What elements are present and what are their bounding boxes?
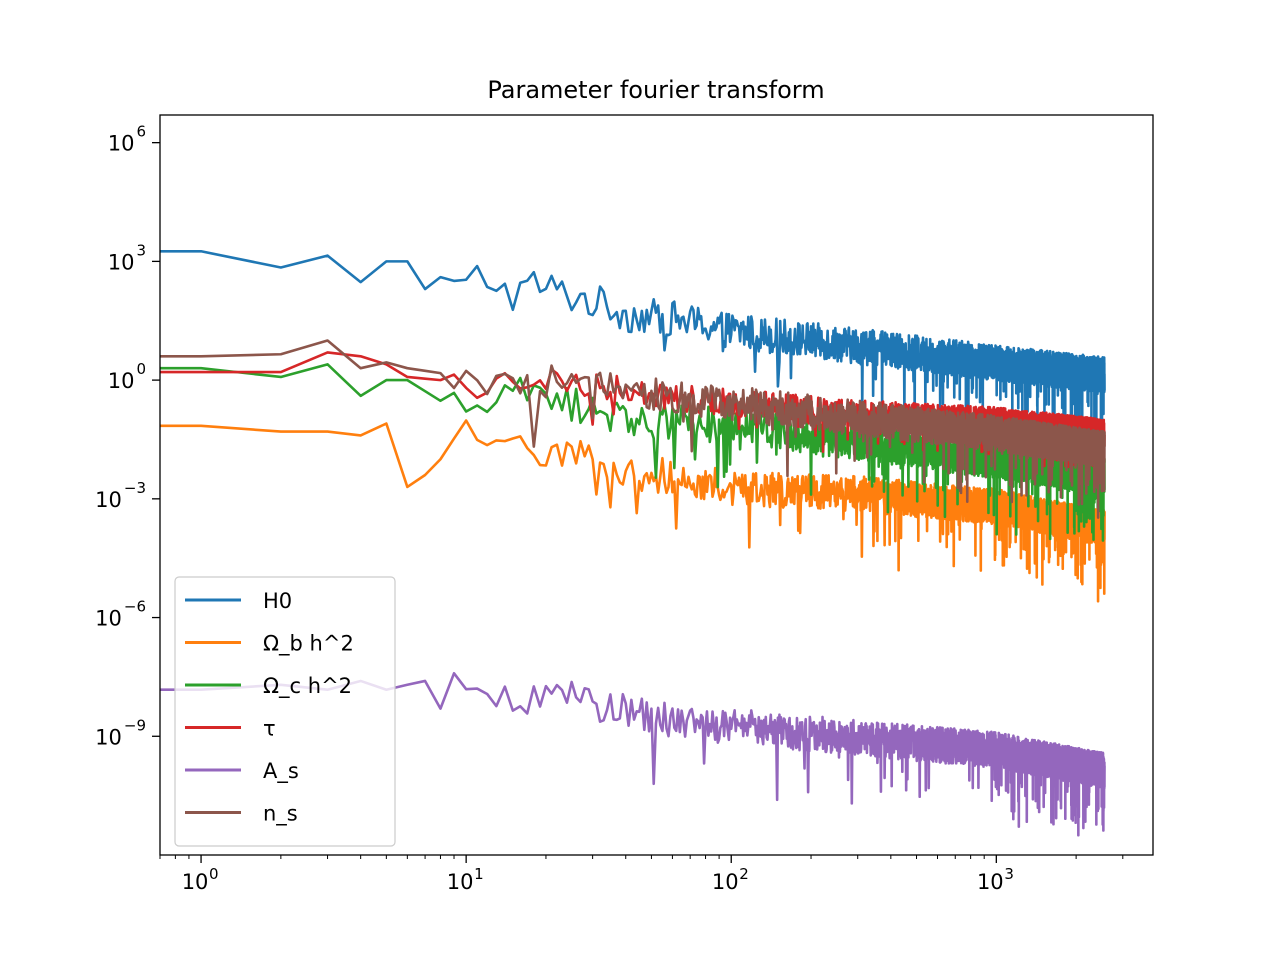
- legend: H0 Ω_b h^2 Ω_c h^2 τ A_s n_s: [174, 576, 396, 847]
- x-tick-label: 10: [447, 870, 474, 894]
- y-tick-label: 10: [108, 132, 135, 156]
- y-tick-exponent: 6: [136, 123, 146, 141]
- x-axis: 10 0 10 1 10 2 10 3: [159, 855, 1124, 894]
- chart-title: Parameter fourier transform: [487, 76, 824, 104]
- x-tick-label: 10: [712, 870, 739, 894]
- legend-box: [174, 576, 396, 847]
- legend-label: τ: [263, 717, 276, 741]
- legend-label: n_s: [263, 802, 298, 827]
- series-line-4: [160, 671, 1106, 837]
- series-layer: [160, 249, 1106, 837]
- y-tick-label: 10: [108, 369, 135, 393]
- y-tick-label: 10: [95, 488, 122, 512]
- x-tick-label: 10: [182, 870, 209, 894]
- x-tick-exponent: 3: [1004, 865, 1014, 883]
- y-tick-exponent: −3: [124, 479, 146, 497]
- series-line-2: [160, 363, 1106, 542]
- y-tick-label: 10: [95, 725, 122, 749]
- plot-frame: [159, 114, 1154, 856]
- y-tick-exponent: 3: [136, 241, 146, 259]
- series-line-5: [160, 339, 1106, 519]
- legend-label: Ω_c h^2: [263, 674, 352, 699]
- y-tick-exponent: 0: [136, 360, 146, 378]
- x-tick-label: 10: [977, 870, 1004, 894]
- y-tick-label: 10: [108, 250, 135, 274]
- y-tick-exponent: −6: [124, 598, 146, 616]
- y-tick-exponent: −9: [124, 716, 146, 734]
- y-tick-label: 10: [95, 607, 122, 631]
- legend-label: Ω_b h^2: [263, 632, 354, 657]
- x-tick-exponent: 0: [209, 865, 219, 883]
- series-line-0: [160, 249, 1106, 441]
- x-tick-exponent: 1: [474, 865, 484, 883]
- x-tick-exponent: 2: [739, 865, 749, 883]
- legend-label: H0: [263, 589, 292, 613]
- legend-label: A_s: [263, 759, 299, 784]
